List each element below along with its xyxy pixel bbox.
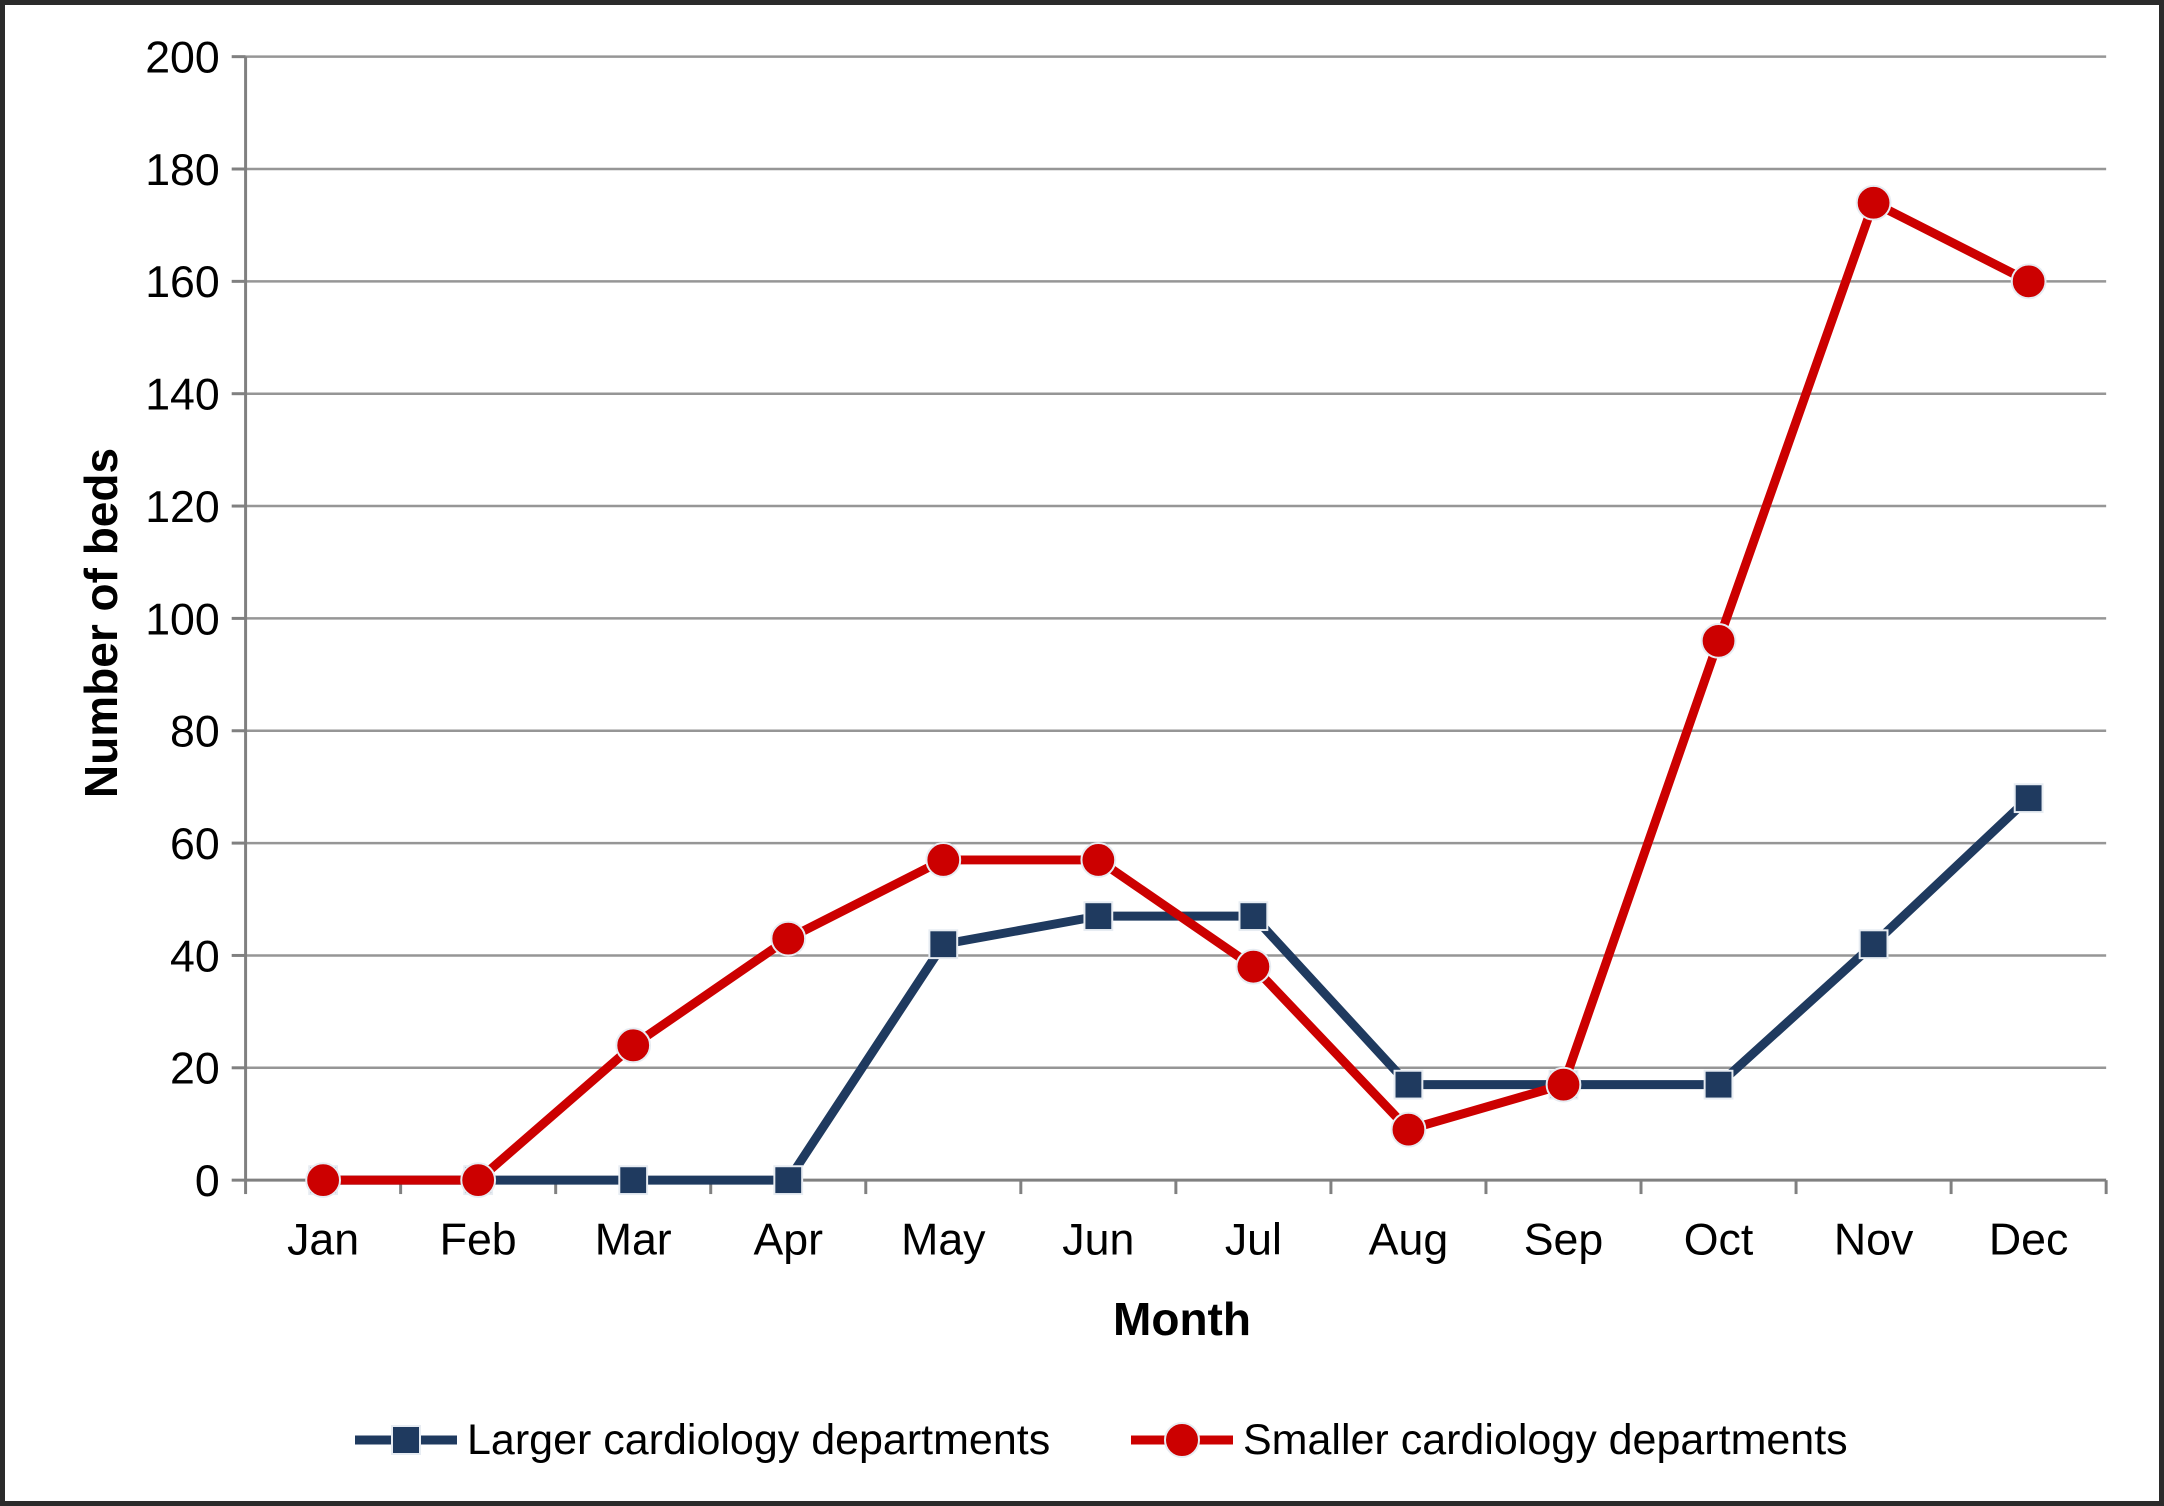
- x-tick-label: Jan: [287, 1216, 359, 1265]
- x-tick-label: Apr: [753, 1216, 823, 1265]
- y-tick-label: 120: [145, 483, 220, 532]
- x-tick-label: Jul: [1225, 1216, 1282, 1265]
- x-tick-label: Aug: [1369, 1216, 1449, 1265]
- y-tick-label: 200: [145, 34, 220, 83]
- y-tick-label: 160: [145, 258, 220, 307]
- y-tick-label: 60: [170, 820, 220, 869]
- data-point-marker: [1238, 901, 1269, 932]
- series-smaller-cardiology-departments: [305, 184, 2047, 1199]
- data-point-marker: [2010, 263, 2047, 300]
- x-tick-label: Feb: [440, 1216, 517, 1265]
- x-tick-label: Sep: [1524, 1216, 1604, 1265]
- series-larger-cardiology-departments: [308, 783, 2044, 1196]
- axes: [231, 55, 2108, 1195]
- data-point-marker: [1700, 622, 1737, 659]
- data-point-marker: [1235, 948, 1272, 985]
- x-tick-labels: Jan Feb Mar Apr May Jun Jul Aug Sep Oct Nov Dec: [287, 1216, 2068, 1265]
- data-point-marker: [460, 1162, 497, 1199]
- y-tick-label: 80: [170, 708, 220, 757]
- legend-label-smaller-cardiology: Smaller cardiology departments: [1243, 1416, 1848, 1464]
- data-point-marker: [1545, 1066, 1582, 1103]
- y-tick-label: 40: [170, 932, 220, 981]
- data-point-marker: [618, 1165, 649, 1196]
- data-point-marker: [1083, 901, 1114, 932]
- data-point-marker: [770, 920, 807, 957]
- data-point-marker: [925, 842, 962, 878]
- data-point-marker: [773, 1165, 804, 1196]
- data-point-marker: [1390, 1111, 1427, 1148]
- y-tick-label: 100: [145, 595, 220, 644]
- series-line: [318, 198, 2034, 1185]
- gridlines: [245, 55, 2107, 1070]
- legend-marker-square-icon: [355, 1425, 457, 1455]
- y-tick-label: 180: [145, 146, 220, 195]
- x-tick-label: Mar: [595, 1216, 672, 1265]
- data-point-marker: [305, 1162, 341, 1199]
- legend-marker-circle-icon: [1131, 1422, 1233, 1458]
- legend-entry-smaller-cardiology: Smaller cardiology departments: [1129, 1408, 1848, 1472]
- legend-entry-larger-cardiology: Larger cardiology departments: [353, 1408, 1050, 1472]
- y-tick-label: 20: [170, 1045, 220, 1094]
- x-tick-label: Oct: [1684, 1216, 1754, 1265]
- y-tick-labels: 0 20 40 60 80 100 120 140 160 180 200: [145, 34, 220, 1206]
- data-point-marker: [1703, 1069, 1734, 1100]
- series-line: [318, 793, 2034, 1185]
- data-point-marker: [1393, 1069, 1424, 1100]
- x-tick-label: May: [901, 1216, 986, 1265]
- data-point-marker: [1855, 184, 1892, 221]
- x-tick-label: Nov: [1834, 1216, 1914, 1265]
- data-point-marker: [1858, 929, 1889, 960]
- y-axis-title: Number of beds: [75, 447, 127, 799]
- data-point-marker: [928, 929, 959, 960]
- data-point-marker: [2013, 783, 2044, 814]
- x-tick-label: Jun: [1062, 1216, 1134, 1265]
- x-tick-label: Dec: [1989, 1216, 2068, 1265]
- x-axis-title: Month: [1113, 1293, 1251, 1345]
- y-tick-label: 140: [145, 371, 220, 420]
- y-tick-label: 0: [195, 1157, 220, 1206]
- data-point-marker: [615, 1027, 652, 1064]
- data-point-marker: [1080, 842, 1117, 878]
- line-chart-plot: 0 20 40 60 80 100 120 140 160 180 200 Jan Feb Mar Apr M…: [145, 34, 2108, 1265]
- legend-label-larger-cardiology: Larger cardiology departments: [467, 1416, 1051, 1464]
